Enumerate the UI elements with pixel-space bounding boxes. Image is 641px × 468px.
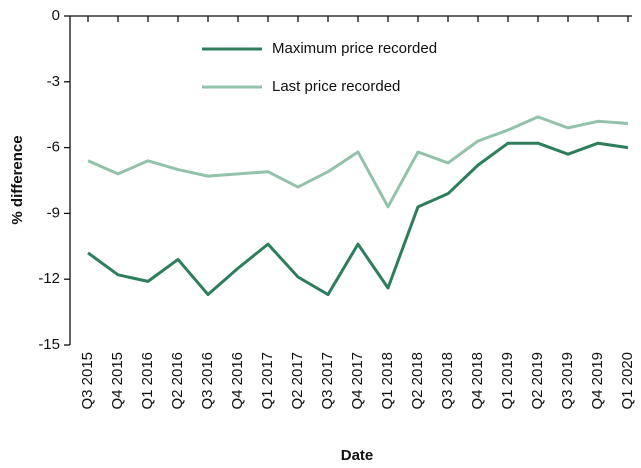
x-tick-label: Q3 2018: [439, 352, 456, 410]
series-line: [87, 115, 629, 209]
x-tick-label: Q1 2019: [499, 352, 516, 410]
x-tick-label: Q1 2018: [379, 352, 396, 410]
x-tick-label: Q2 2017: [289, 352, 306, 410]
x-tick-label: Q2 2016: [169, 352, 186, 410]
x-tick-label: Q4 2018: [469, 352, 486, 410]
x-tick-label: Q3 2015: [79, 352, 96, 410]
series-line: [87, 141, 629, 297]
x-tick-label: Q1 2020: [619, 352, 636, 410]
y-axis-title: % difference: [9, 135, 26, 224]
x-tick-label: Q4 2015: [109, 352, 126, 410]
x-tick-label: Q3 2019: [559, 352, 576, 410]
y-tick-label: -3: [47, 73, 60, 90]
y-tick-label: -9: [47, 204, 60, 221]
x-tick-label: Q1 2016: [139, 352, 156, 410]
y-tick-label: -6: [47, 139, 60, 156]
x-tick-label: Q4 2019: [589, 352, 606, 410]
y-tick-label: -12: [38, 270, 60, 287]
x-tick-label: Q1 2017: [259, 352, 276, 410]
y-tick-label: -15: [38, 336, 60, 353]
x-tick-label: Q3 2017: [319, 352, 336, 410]
x-tick-label: Q2 2018: [409, 352, 426, 410]
x-tick-label: Q4 2017: [349, 352, 366, 410]
x-axis-title: Date: [341, 447, 374, 464]
legend-label: Last price recorded: [272, 78, 400, 95]
x-tick-label: Q3 2016: [199, 352, 216, 410]
x-tick-label: Q2 2019: [529, 352, 546, 410]
legend-label: Maximum price recorded: [272, 40, 437, 57]
x-tick-label: Q4 2016: [229, 352, 246, 410]
y-tick-label: 0: [52, 7, 60, 24]
